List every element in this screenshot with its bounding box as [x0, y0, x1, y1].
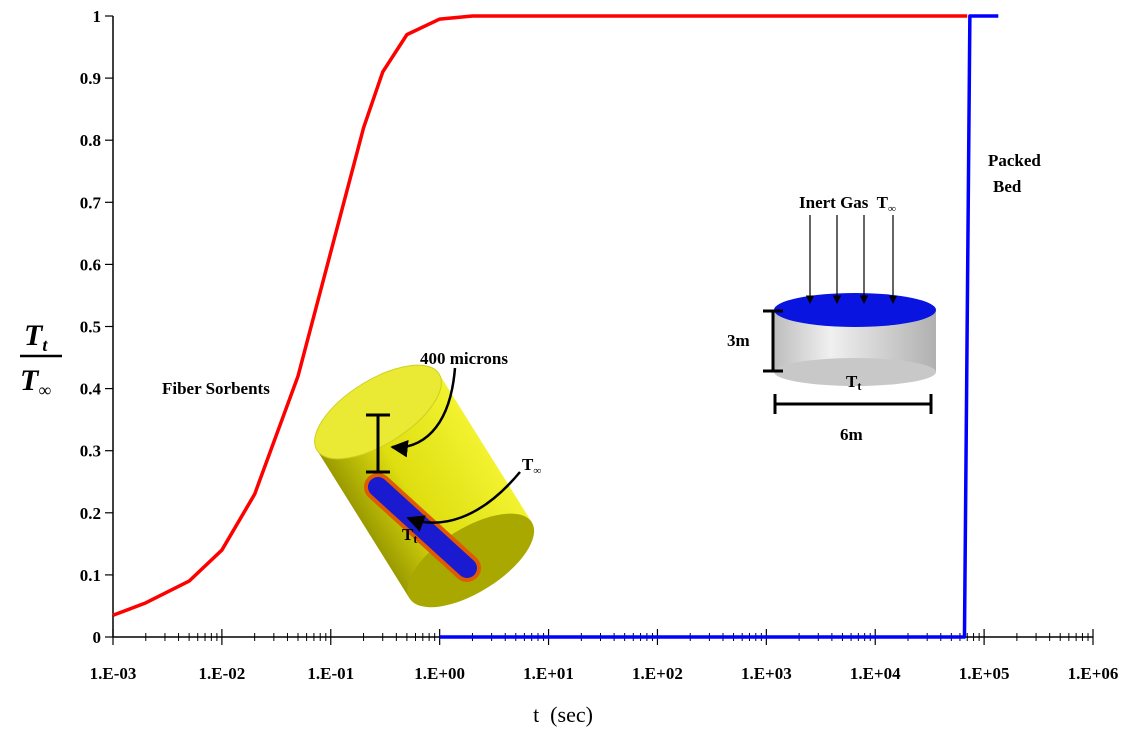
y-label-denominator: T∞ [20, 364, 51, 400]
y-tick-label: 0.8 [80, 131, 101, 150]
x-tick-label: 1.E+03 [741, 664, 792, 683]
y-label-sub: t [42, 335, 48, 355]
x-axis-label: t (sec) [533, 702, 593, 727]
y-tick-label: 0.2 [80, 504, 101, 523]
y-tick-label: 1 [93, 7, 102, 26]
fiber-drawing [300, 347, 549, 626]
annotation-sub: t [413, 532, 417, 546]
annotation: Fiber Sorbents [162, 379, 270, 398]
chart: 1.E-03 1.E-02 1.E-01 1.E+00 1.E+01 1.E+02 1.E+… [0, 0, 1139, 738]
y-tick-label: 0.5 [80, 318, 101, 337]
y-tick-label: 0.1 [80, 566, 101, 585]
y-label-sub: ∞ [38, 380, 51, 400]
y-tick-label: 0.9 [80, 69, 101, 88]
annotation-sub: ∞ [533, 465, 541, 477]
x-tick-label: 1.E-03 [90, 664, 137, 683]
y-tick-label: 0.6 [80, 255, 101, 274]
y-tick-label: 0.4 [80, 380, 102, 399]
x-tick-label: 1.E+01 [523, 664, 574, 683]
y-label-base: T [24, 319, 44, 352]
x-tick-label: 1.E+02 [632, 664, 683, 683]
annotation: T∞ [522, 455, 541, 477]
plot-area: 1.E-03 1.E-02 1.E-01 1.E+00 1.E+01 1.E+02 1.E+… [80, 7, 1119, 683]
annotation: Inert Gas T∞ [799, 193, 896, 215]
annotation: 6m [840, 425, 863, 444]
annotation-base: T [402, 525, 414, 544]
y-axis-label: Tt T∞ [20, 319, 62, 400]
x-tick-label: 1.E-01 [307, 664, 354, 683]
annotation-base: T [846, 372, 858, 391]
x-tick-label: 1.E+00 [414, 664, 465, 683]
annotation: 400 microns [420, 349, 508, 368]
y-label-numerator: Tt [24, 319, 48, 355]
y-tick-label: 0 [93, 628, 102, 647]
annotation: 3m [727, 331, 750, 350]
annotation: Bed [993, 177, 1022, 196]
x-tick-label: 1.E+06 [1068, 664, 1119, 683]
y-tick-label: 0.3 [80, 442, 101, 461]
annotation: Packed [988, 151, 1041, 170]
x-tick-label: 1.E+05 [959, 664, 1010, 683]
annotation-sub: t [857, 379, 861, 393]
y-label-base: T [20, 364, 40, 397]
annotation-base: Inert Gas T [799, 193, 889, 212]
annotation-sub: ∞ [888, 203, 896, 215]
x-tick-label: 1.E+04 [850, 664, 901, 683]
x-tick-label: 1.E-02 [199, 664, 246, 683]
y-tick-label: 0.7 [80, 193, 102, 212]
annotation-base: T [522, 455, 534, 474]
